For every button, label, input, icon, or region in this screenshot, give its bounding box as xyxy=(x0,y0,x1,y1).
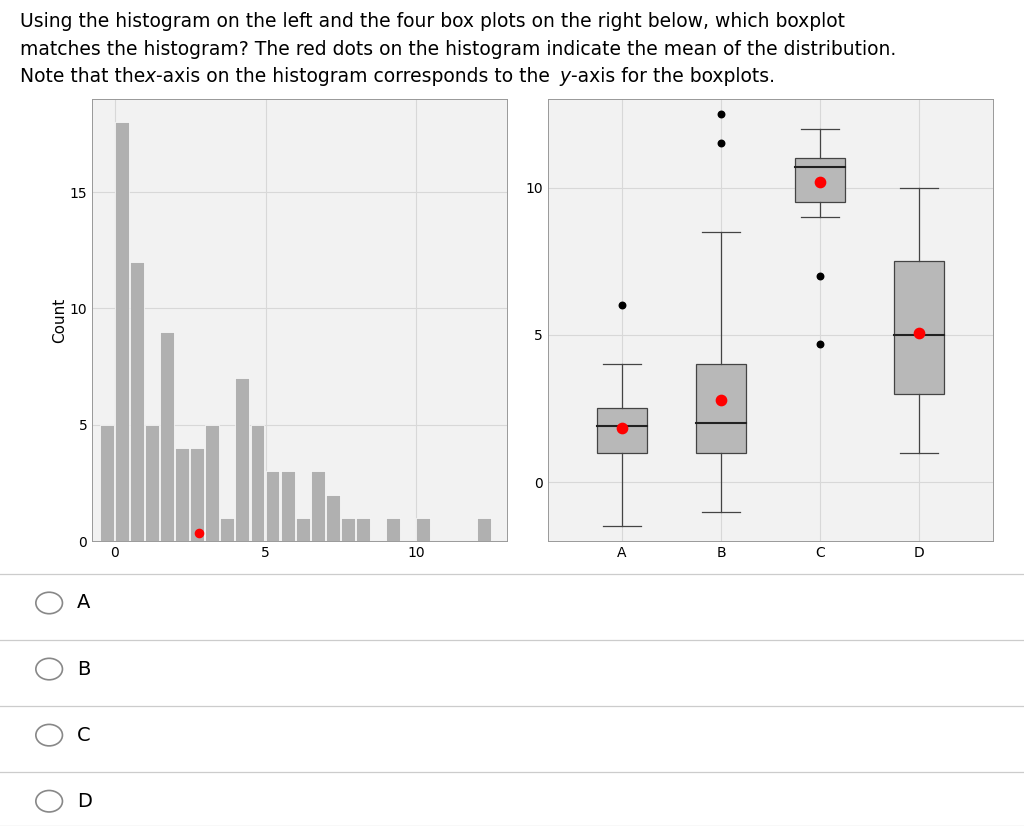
Bar xyxy=(175,448,189,541)
Text: -axis on the histogram corresponds to the: -axis on the histogram corresponds to th… xyxy=(156,67,556,86)
Bar xyxy=(696,364,745,453)
Bar xyxy=(894,261,944,394)
Text: D: D xyxy=(77,791,92,811)
Text: x: x xyxy=(145,67,156,86)
Text: B: B xyxy=(77,659,90,679)
Bar xyxy=(99,425,114,541)
Point xyxy=(812,337,828,350)
Bar xyxy=(296,518,309,541)
Point xyxy=(911,327,928,340)
Bar xyxy=(190,448,204,541)
Point xyxy=(812,175,828,188)
Y-axis label: Count: Count xyxy=(52,297,67,343)
Bar xyxy=(145,425,159,541)
Text: -axis for the boxplots.: -axis for the boxplots. xyxy=(571,67,775,86)
Bar xyxy=(341,518,355,541)
Bar xyxy=(160,332,174,541)
Bar xyxy=(130,262,143,541)
Text: matches the histogram? The red dots on the histogram indicate the mean of the di: matches the histogram? The red dots on t… xyxy=(20,40,897,59)
Bar xyxy=(205,425,219,541)
Bar xyxy=(597,408,647,453)
Bar xyxy=(220,518,234,541)
Bar xyxy=(796,158,845,202)
Point xyxy=(713,393,729,406)
Bar xyxy=(356,518,370,541)
Text: C: C xyxy=(77,725,90,745)
Bar xyxy=(326,495,340,541)
Point xyxy=(614,421,631,434)
Bar xyxy=(236,378,249,541)
Point xyxy=(713,136,729,150)
Bar xyxy=(115,122,129,541)
Bar xyxy=(386,518,400,541)
Text: Using the histogram on the left and the four box plots on the right below, which: Using the histogram on the left and the … xyxy=(20,12,846,31)
Bar xyxy=(417,518,430,541)
Bar xyxy=(477,518,490,541)
Bar xyxy=(281,472,295,541)
Text: A: A xyxy=(77,593,90,613)
Text: Note that the: Note that the xyxy=(20,67,152,86)
Point xyxy=(614,299,631,312)
Point xyxy=(812,269,828,282)
Bar xyxy=(265,472,280,541)
Point xyxy=(191,526,208,539)
Bar xyxy=(311,472,325,541)
Bar xyxy=(251,425,264,541)
Text: y: y xyxy=(559,67,570,86)
Point xyxy=(713,107,729,121)
